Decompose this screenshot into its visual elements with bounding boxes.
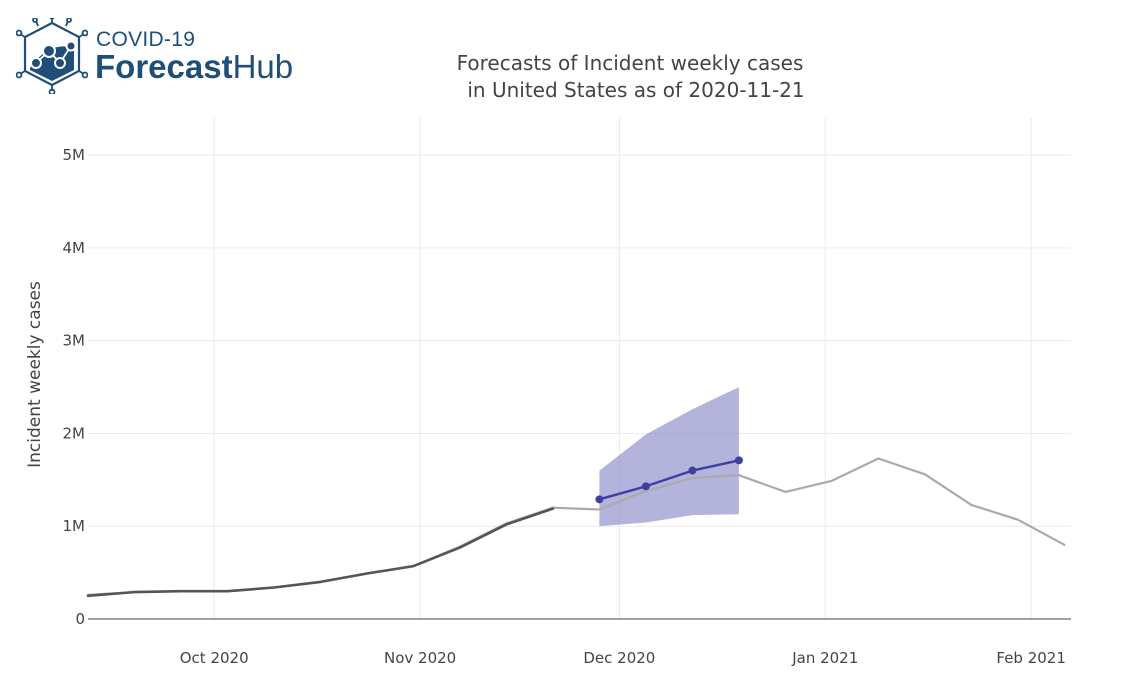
- x-tick-label: Nov 2020: [384, 649, 456, 667]
- y-tick-label: 4M: [63, 239, 86, 257]
- y-axis-title: Incident weekly cases: [25, 281, 45, 468]
- x-tick-label: Dec 2020: [583, 649, 655, 667]
- y-tick-label: 3M: [63, 332, 86, 350]
- forecast-line: [598, 459, 741, 501]
- y-tick-label: 1M: [63, 517, 86, 535]
- y-tick-label: 0: [75, 610, 85, 628]
- prediction-interval: [599, 387, 739, 527]
- chart-title-line: in United States as of 2020-11-21: [467, 78, 804, 102]
- logo-text-covid: COVID-19: [96, 28, 196, 51]
- logo-text-hub: Hub: [232, 48, 294, 85]
- grid-lines: [88, 118, 1071, 619]
- y-tick-label: 2M: [63, 424, 86, 442]
- forecast-point: [688, 466, 697, 475]
- chart-title-line: Forecasts of Incident weekly cases: [457, 51, 804, 75]
- forecast-point: [641, 482, 650, 491]
- x-tick-label: Oct 2020: [180, 649, 249, 667]
- forecast-point: [734, 456, 743, 465]
- axes: 0 1M 2M 3M 4M 5M Oct 2020 Nov 2020 Dec 2020 Jan 2…: [25, 146, 1071, 667]
- forecast-points: [595, 456, 743, 504]
- truth-as-of-line: [86, 507, 555, 598]
- logo-text-forecasthub: ForecastHub: [95, 48, 293, 86]
- chart-title-text: Forecasts of Incident weekly cases in Uni…: [457, 51, 805, 102]
- x-tick-label: Jan 2021: [791, 649, 858, 667]
- x-tick-label: Feb 2021: [996, 649, 1066, 667]
- forecast-interval-band: [599, 387, 739, 527]
- y-tick-label: 5M: [63, 146, 86, 164]
- series-lines: [86, 457, 1066, 598]
- virus-network-icon: [15, 12, 89, 96]
- chart-title: Forecasts of Incident weekly cases in Uni…: [457, 51, 805, 102]
- logo-text-forecast: Forecast: [95, 48, 233, 85]
- forecast-hub-logo: COVID-19 ForecastHub: [15, 12, 306, 96]
- forecast-point: [595, 495, 604, 504]
